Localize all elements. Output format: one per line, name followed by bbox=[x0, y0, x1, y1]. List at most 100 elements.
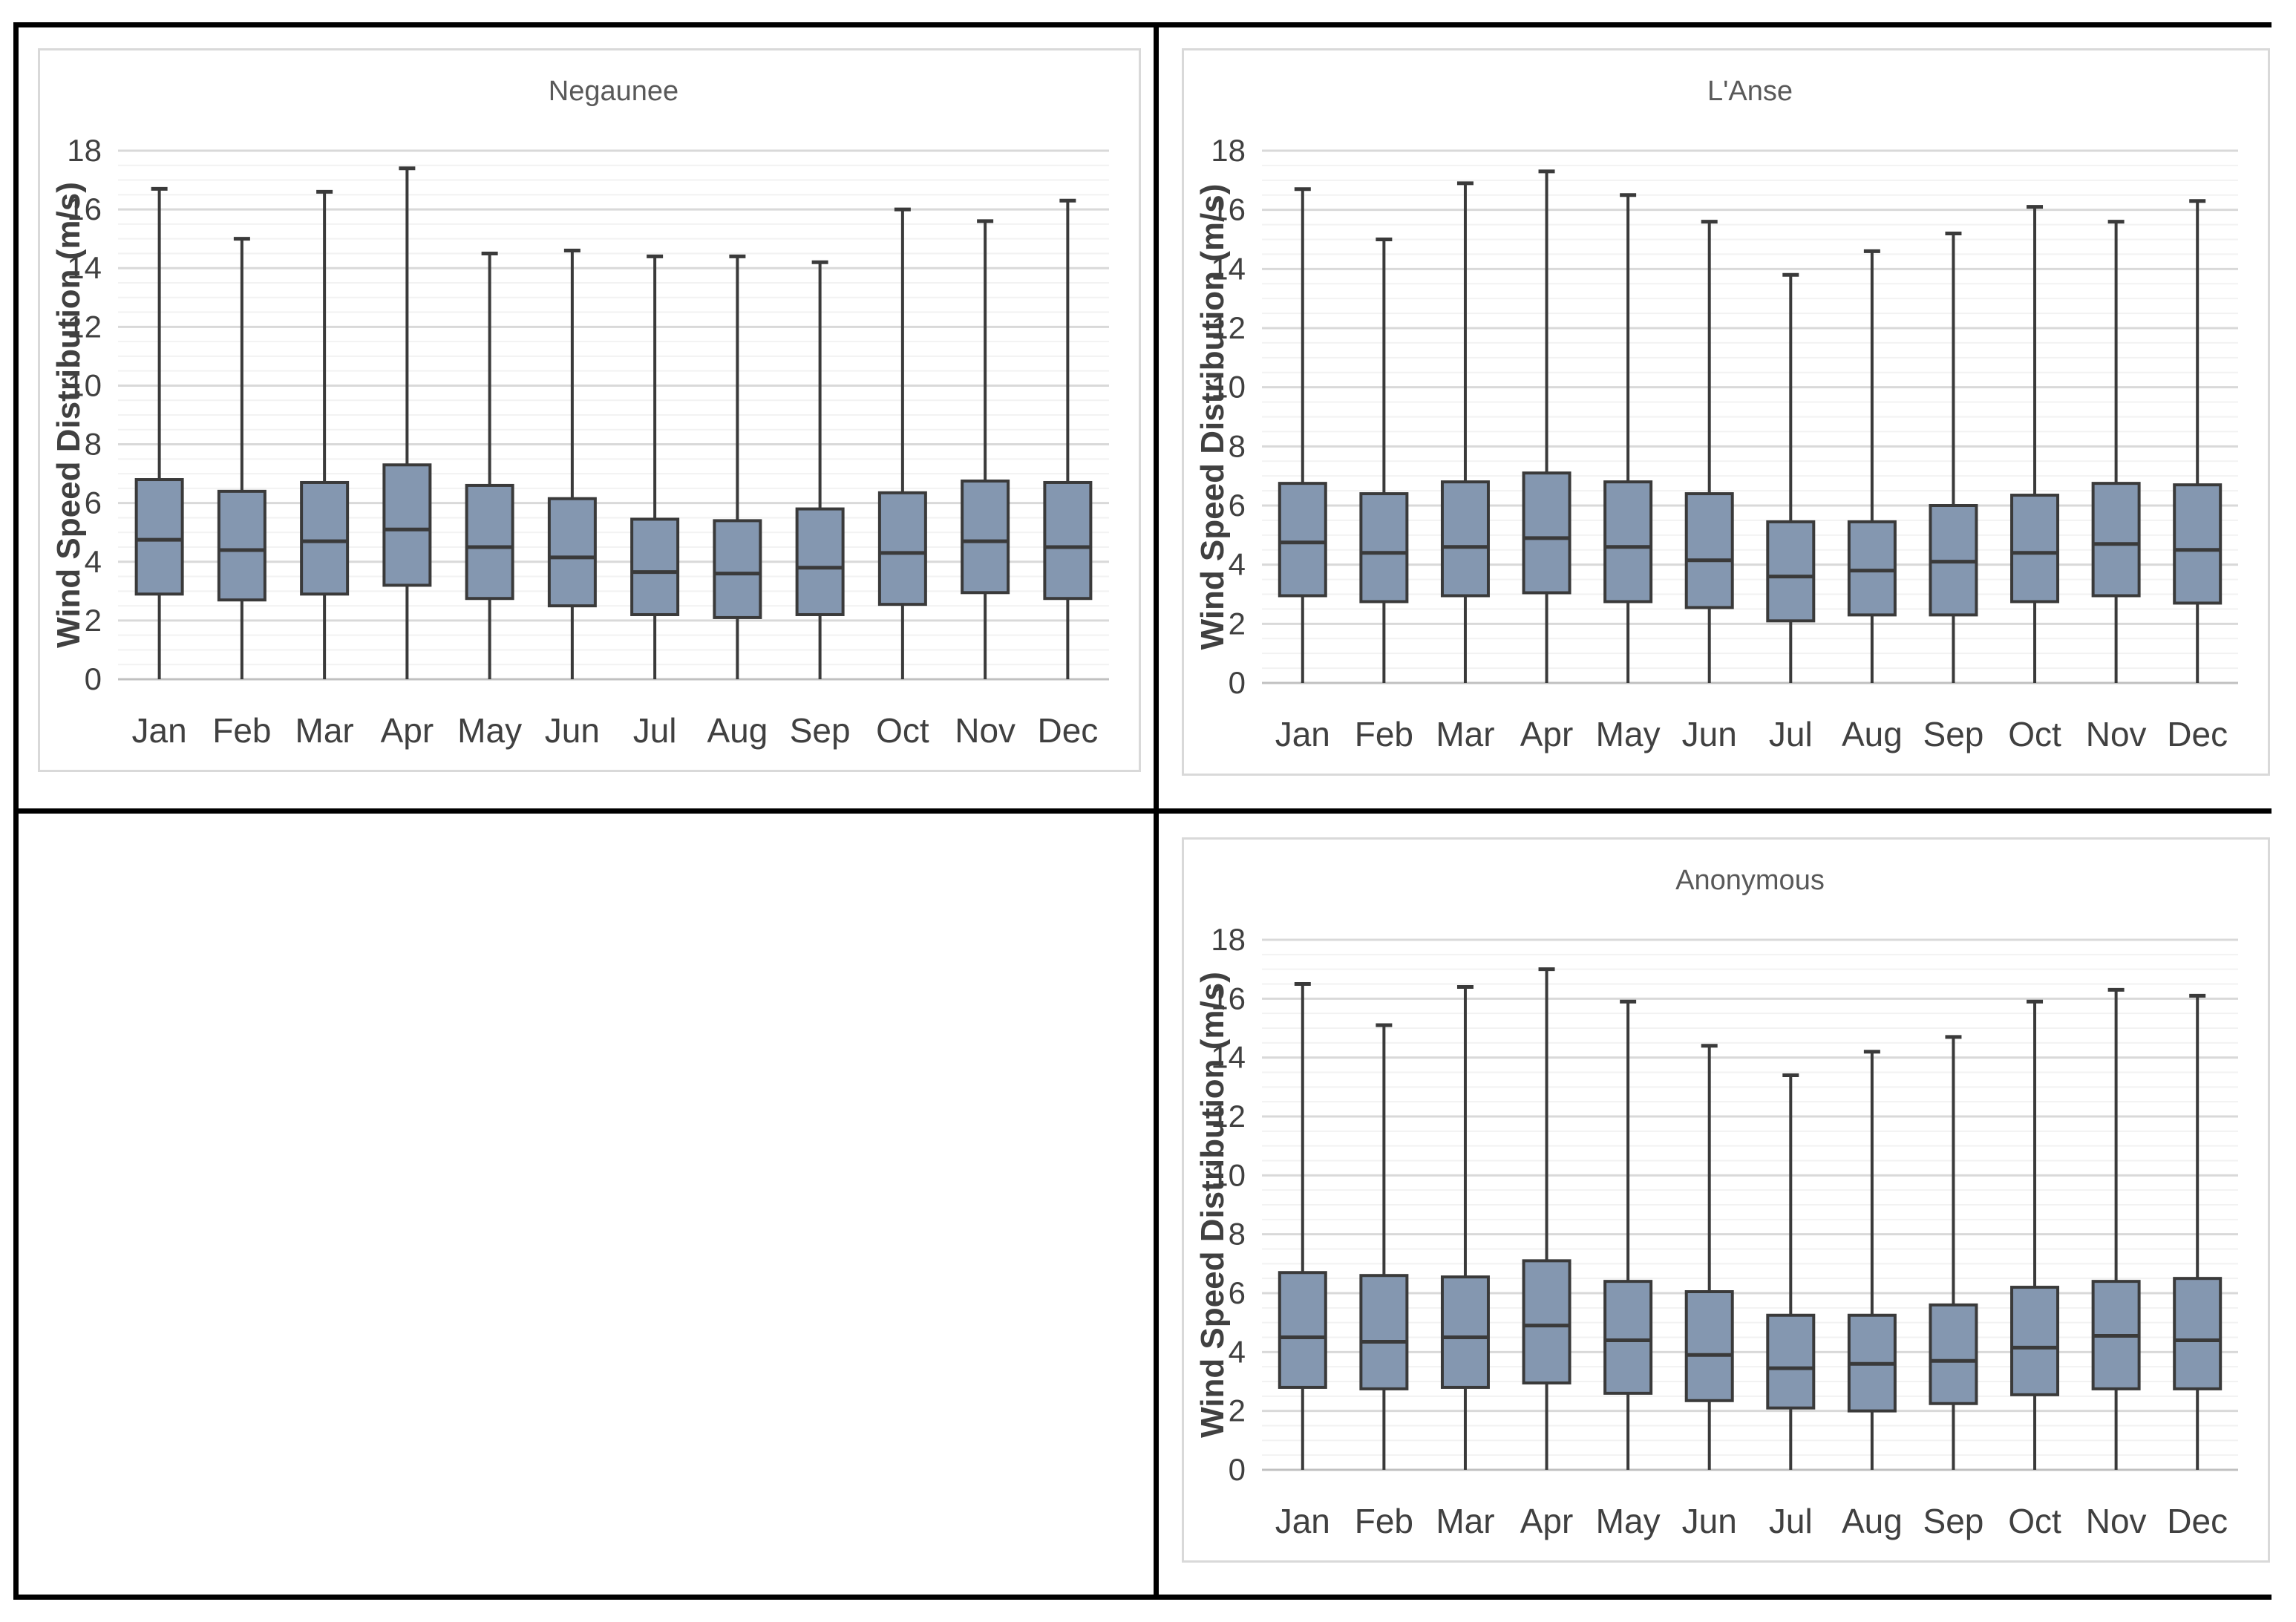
box-Jun bbox=[1684, 1290, 1734, 1402]
y-tick-label-10: 10 bbox=[67, 367, 102, 402]
x-tick-label-Jun: Jun bbox=[1682, 715, 1737, 753]
chart-title: Anonymous bbox=[1675, 865, 1825, 896]
box-Feb bbox=[217, 489, 266, 602]
box-Mar bbox=[1440, 480, 1490, 598]
x-tick-label-Sep: Sep bbox=[1923, 715, 1984, 753]
box-Apr bbox=[1522, 1259, 1571, 1384]
box-May bbox=[1603, 480, 1653, 604]
y-tick-label-2: 2 bbox=[1229, 606, 1246, 641]
y-tick-label-10: 10 bbox=[1211, 370, 1246, 405]
x-tick-label-Jun: Jun bbox=[1682, 1502, 1737, 1540]
x-tick-label-Oct: Oct bbox=[876, 711, 929, 750]
box-Oct bbox=[877, 491, 927, 606]
box-Nov bbox=[961, 480, 1010, 595]
x-tick-label-Jul: Jul bbox=[1769, 715, 1813, 753]
table-divider-horizontal bbox=[13, 808, 2272, 814]
x-tick-label-Jun: Jun bbox=[545, 711, 600, 750]
x-tick-label-Jan: Jan bbox=[1275, 1502, 1330, 1540]
y-tick-label-6: 6 bbox=[1229, 1275, 1246, 1310]
x-tick-label-Feb: Feb bbox=[1355, 715, 1413, 753]
table-divider-vertical bbox=[1154, 22, 1159, 1600]
chart-anonymous-inner: Anonymous Wind Speed Distribution (m/s) … bbox=[1184, 840, 2268, 1560]
chart-title: L'Anse bbox=[1707, 76, 1793, 107]
boxplot-canvas-lanse: 0 2 4 6 8 10 12 14 16 18 Jan Feb Mar Apr May Jun Jul Aug S… bbox=[1211, 133, 2238, 753]
y-tick-label-16: 16 bbox=[1211, 981, 1246, 1016]
table-border-bottom bbox=[13, 1595, 2272, 1600]
y-tick-label-16: 16 bbox=[67, 192, 102, 226]
x-tick-label-May: May bbox=[1596, 715, 1661, 753]
x-tick-label-Apr: Apr bbox=[1520, 715, 1574, 753]
x-tick-label-Feb: Feb bbox=[1355, 1502, 1413, 1540]
box-Jun bbox=[547, 497, 597, 608]
y-tick-label-4: 4 bbox=[1229, 547, 1246, 582]
x-tick-label-Aug: Aug bbox=[1842, 1502, 1903, 1540]
x-tick-label-May: May bbox=[457, 711, 522, 750]
x-tick-label-Nov: Nov bbox=[2086, 715, 2147, 753]
x-tick-label-Sep: Sep bbox=[790, 711, 851, 750]
y-tick-label-8: 8 bbox=[1229, 428, 1246, 463]
x-tick-label-Mar: Mar bbox=[1436, 715, 1494, 753]
box-May bbox=[1603, 1280, 1653, 1395]
y-tick-label-0: 0 bbox=[85, 661, 102, 696]
x-tick-label-Dec: Dec bbox=[2167, 715, 2228, 753]
y-tick-label-12: 12 bbox=[67, 309, 102, 344]
chart-title: Negaunee bbox=[548, 76, 679, 107]
box-Jan bbox=[134, 478, 184, 596]
y-tick-label-16: 16 bbox=[1211, 192, 1246, 227]
x-tick-label-Aug: Aug bbox=[1842, 715, 1903, 753]
box-Oct bbox=[2010, 1286, 2060, 1396]
x-tick-label-Jan: Jan bbox=[132, 711, 187, 750]
box-Apr bbox=[382, 463, 432, 587]
box-Dec bbox=[2173, 483, 2223, 605]
box-Oct bbox=[2010, 494, 2060, 604]
x-tick-label-Nov: Nov bbox=[955, 711, 1015, 750]
y-tick-label-14: 14 bbox=[67, 250, 102, 285]
x-tick-label-Mar: Mar bbox=[295, 711, 354, 750]
box-Jul bbox=[630, 517, 680, 616]
y-tick-label-4: 4 bbox=[85, 544, 102, 579]
y-tick-label-14: 14 bbox=[1211, 1040, 1246, 1075]
box-Dec bbox=[2173, 1277, 2223, 1390]
y-tick-label-18: 18 bbox=[1211, 922, 1246, 957]
box-May bbox=[465, 483, 514, 601]
box-Jan bbox=[1278, 1271, 1327, 1389]
x-tick-label-Feb: Feb bbox=[212, 711, 271, 750]
box-Jun bbox=[1684, 492, 1734, 609]
y-tick-label-12: 12 bbox=[1211, 1099, 1246, 1134]
x-tick-label-Nov: Nov bbox=[2086, 1502, 2147, 1540]
chart-negaunee: Negaunee Wind Speed Distribution (m/s) 0… bbox=[38, 48, 1141, 772]
x-tick-label-Jan: Jan bbox=[1275, 715, 1330, 753]
x-tick-label-Jul: Jul bbox=[633, 711, 677, 750]
y-tick-label-18: 18 bbox=[1211, 133, 1246, 168]
y-tick-label-10: 10 bbox=[1211, 1157, 1246, 1192]
x-tick-label-Oct: Oct bbox=[2008, 715, 2061, 753]
x-tick-label-Mar: Mar bbox=[1436, 1502, 1494, 1540]
boxplot-canvas-negaunee: 0 2 4 6 8 10 12 14 16 18 Jan Feb Mar Apr May Jun Jul Aug S… bbox=[67, 133, 1109, 750]
box-Jul bbox=[1766, 1313, 1816, 1410]
y-tick-label-12: 12 bbox=[1211, 310, 1246, 345]
box-Sep bbox=[795, 507, 845, 616]
y-tick-label-18: 18 bbox=[67, 133, 102, 168]
box-Mar bbox=[300, 480, 350, 596]
y-tick-label-0: 0 bbox=[1229, 1452, 1246, 1487]
box-Dec bbox=[1043, 480, 1093, 601]
y-tick-label-14: 14 bbox=[1211, 251, 1246, 286]
y-tick-label-4: 4 bbox=[1229, 1334, 1246, 1369]
x-tick-label-Dec: Dec bbox=[1037, 711, 1098, 750]
y-tick-label-6: 6 bbox=[1229, 488, 1246, 523]
y-tick-label-0: 0 bbox=[1229, 665, 1246, 700]
x-tick-label-Apr: Apr bbox=[381, 711, 434, 750]
boxplot-canvas-anonymous: 0 2 4 6 8 10 12 14 16 18 Jan Feb Mar Apr May Jun Jul Aug S… bbox=[1211, 922, 2238, 1540]
box-Aug bbox=[713, 519, 762, 619]
x-tick-label-Jul: Jul bbox=[1769, 1502, 1813, 1540]
x-tick-label-Apr: Apr bbox=[1520, 1502, 1574, 1540]
y-tick-label-8: 8 bbox=[85, 427, 102, 462]
y-tick-label-6: 6 bbox=[85, 485, 102, 520]
chart-anonymous: Anonymous Wind Speed Distribution (m/s) … bbox=[1182, 837, 2270, 1563]
chart-negaunee-inner: Negaunee Wind Speed Distribution (m/s) 0… bbox=[40, 50, 1139, 770]
x-tick-label-Aug: Aug bbox=[707, 711, 768, 750]
x-tick-label-May: May bbox=[1596, 1502, 1661, 1540]
